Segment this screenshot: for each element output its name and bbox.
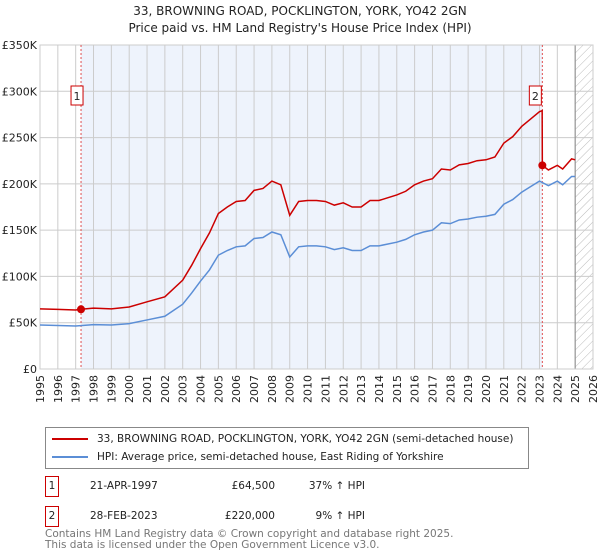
transaction-price: £220,000 bbox=[224, 510, 275, 522]
x-tick-label: 2014 bbox=[373, 375, 386, 403]
x-tick-label: 2018 bbox=[444, 375, 457, 403]
x-tick-label: 2015 bbox=[391, 375, 404, 403]
footer-licence: This data is licensed under the Open Gov… bbox=[45, 539, 380, 551]
x-tick-label: 2022 bbox=[516, 375, 529, 403]
legend-label: HPI: Average price, semi-detached house,… bbox=[97, 451, 444, 463]
y-tick-label: £100K bbox=[2, 270, 38, 283]
transaction-price: £64,500 bbox=[231, 480, 275, 492]
price-paid-line bbox=[39, 109, 576, 311]
footer-copyright: Contains HM Land Registry data © Crown c… bbox=[45, 528, 454, 540]
legend-swatch-blue bbox=[52, 456, 88, 458]
x-tick-label: 2019 bbox=[462, 375, 475, 403]
y-tick-label: £200K bbox=[2, 178, 38, 191]
chart-title: 33, BROWNING ROAD, POCKLINGTON, YORK, YO… bbox=[133, 4, 467, 18]
ownership-shading bbox=[81, 45, 543, 369]
x-tick-label: 2010 bbox=[302, 375, 315, 403]
transaction-date: 21-APR-1997 bbox=[90, 480, 158, 492]
legend-item-property: 33, BROWNING ROAD, POCKLINGTON, YORK, YO… bbox=[52, 431, 513, 447]
sale-label-box bbox=[70, 85, 84, 106]
sale-label: 2 bbox=[532, 90, 539, 103]
transaction-marker: 2 bbox=[45, 506, 59, 527]
y-tick-label: £350K bbox=[2, 39, 38, 52]
y-tick-label: £50K bbox=[9, 317, 38, 330]
chart-subtitle: Price paid vs. HM Land Registry's House … bbox=[128, 21, 472, 35]
x-tick-label: 2012 bbox=[337, 375, 350, 403]
x-tick-label: 2011 bbox=[319, 375, 332, 403]
x-tick-label: 1995 bbox=[34, 375, 47, 403]
x-tick-label: 2008 bbox=[266, 375, 279, 403]
legend-swatch-red bbox=[52, 438, 88, 440]
x-tick-label: 2017 bbox=[426, 375, 439, 403]
hpi-line bbox=[39, 175, 576, 327]
x-tick-label: 2006 bbox=[230, 375, 243, 403]
y-tick-label: £250K bbox=[2, 132, 38, 145]
x-tick-label: 2001 bbox=[141, 375, 154, 403]
x-tick-label: 1997 bbox=[70, 375, 83, 403]
x-tick-label: 2004 bbox=[195, 375, 208, 403]
sale-label: 1 bbox=[74, 90, 81, 103]
x-tick-label: 2026 bbox=[587, 375, 600, 403]
x-tick-label: 2021 bbox=[498, 375, 511, 403]
y-tick-label: £300K bbox=[2, 85, 38, 98]
x-tick-label: 2025 bbox=[569, 375, 582, 403]
transaction-hpi: 9% ↑ HPI bbox=[315, 510, 365, 522]
sale-label-box bbox=[528, 85, 542, 106]
x-tick-label: 2020 bbox=[480, 375, 493, 403]
sale-point bbox=[538, 161, 547, 170]
legend: 33, BROWNING ROAD, POCKLINGTON, YORK, YO… bbox=[45, 427, 529, 469]
y-tick-label: £0 bbox=[23, 363, 37, 376]
transaction-marker: 1 bbox=[45, 476, 59, 497]
x-tick-label: 2003 bbox=[177, 375, 190, 403]
x-tick-label: 2023 bbox=[533, 375, 546, 403]
x-tick-label: 2000 bbox=[123, 375, 136, 403]
legend-item-hpi: HPI: Average price, semi-detached house,… bbox=[52, 449, 444, 465]
legend-label: 33, BROWNING ROAD, POCKLINGTON, YORK, YO… bbox=[97, 433, 514, 445]
y-tick-label: £150K bbox=[2, 224, 38, 237]
x-tick-label: 2007 bbox=[248, 375, 261, 403]
x-tick-label: 1999 bbox=[105, 375, 118, 403]
x-tick-label: 2016 bbox=[409, 375, 422, 403]
x-tick-label: 2024 bbox=[551, 375, 564, 403]
x-tick-label: 1998 bbox=[88, 375, 101, 403]
plot-border bbox=[39, 44, 594, 370]
price-chart: 1995 1996 1997 1998 1999 2000 2001 2002 2003 2004… bbox=[2, 39, 600, 403]
transaction-hpi: 37% ↑ HPI bbox=[308, 480, 365, 492]
x-tick-label: 1996 bbox=[52, 375, 65, 403]
sale-point bbox=[77, 305, 86, 314]
transaction-date: 28-FEB-2023 bbox=[90, 510, 158, 522]
x-tick-label: 2013 bbox=[355, 375, 368, 403]
x-tick-label: 2009 bbox=[284, 375, 297, 403]
forecast-hatch bbox=[575, 45, 593, 369]
footer: Contains HM Land Registry data © Crown c… bbox=[45, 529, 453, 551]
x-tick-label: 2002 bbox=[159, 375, 172, 403]
x-tick-label: 2005 bbox=[212, 375, 225, 403]
